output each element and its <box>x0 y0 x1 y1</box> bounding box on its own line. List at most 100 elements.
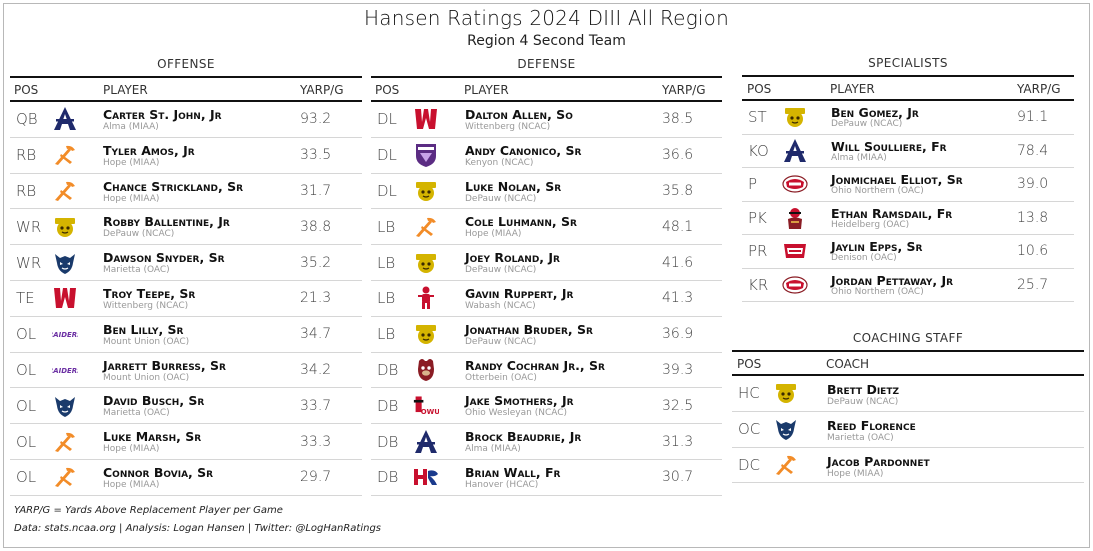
player-row: DB Randy Cochran Jr., Sr Otterbein (OAC) 39… <box>371 353 722 389</box>
depauw-logo <box>773 380 799 406</box>
player-row: OL Luke Marsh, Sr Hope (MIAA) 33.3 <box>10 424 362 460</box>
yarp-header: YARP/G <box>1017 82 1061 96</box>
position-cell: P <box>748 175 758 194</box>
yarp-value: 91.1 <box>1017 109 1049 126</box>
figure-frame <box>3 3 1090 548</box>
position-cell: OL <box>16 325 37 344</box>
yarp-value: 35.2 <box>300 254 332 271</box>
position-cell: OL <box>16 396 37 415</box>
position-cell: RB <box>16 146 37 165</box>
player-name: Andy Canonico, Sr <box>465 142 582 158</box>
defense-rows: DL Dalton Allen, So Wittenberg (NCAC) 38.5 D… <box>371 102 722 496</box>
pos-header: POS <box>14 83 39 97</box>
yarp-value: 21.3 <box>300 290 332 307</box>
wittenberg-logo <box>413 106 439 132</box>
defense-title: DEFENSE <box>517 57 576 71</box>
yarp-value: 36.6 <box>662 147 694 164</box>
specialists-table: SPECIALISTS POS PLAYER YARP/G ST Ben Gome… <box>742 55 1074 302</box>
position-cell: OC <box>738 420 761 439</box>
player-name: Robby Ballentine, Jr <box>103 214 230 230</box>
yarp-value: 93.2 <box>300 111 332 128</box>
yarp-value: 32.5 <box>662 397 694 414</box>
player-row: DL Luke Nolan, Sr DePauw (NCAC) 35.8 <box>371 174 722 210</box>
school-label: Marietta (OAC) <box>827 432 894 443</box>
school-label: Hope (MIAA) <box>465 229 522 240</box>
school-label: Mount Union (OAC) <box>103 372 190 383</box>
wabash-logo <box>413 285 439 311</box>
yarp-value: 30.7 <box>662 469 694 486</box>
alma-logo <box>52 106 78 132</box>
player-name: Tyler Amos, Jr <box>103 142 195 158</box>
player-row: DB OWU Jake Smothers, Jr Ohio Wesleyan (NCA… <box>371 388 722 425</box>
school-label: DePauw (NCAC) <box>465 336 537 347</box>
player-name: Joey Roland, Jr <box>465 250 560 266</box>
coach-row: HC Brett Dietz DePauw (NCAC) <box>732 376 1084 412</box>
yarp-value: 78.4 <box>1017 142 1049 159</box>
yarp-value: 34.2 <box>300 361 332 378</box>
position-cell: LB <box>377 253 396 272</box>
pos-header: POS <box>747 82 772 96</box>
coach-header: COACH <box>826 357 870 371</box>
player-row: LB Cole Luhmann, Sr Hope (MIAA) 48.1 <box>371 209 722 246</box>
page-title: Hansen Ratings 2024 DIII All Region <box>364 6 729 30</box>
player-row: DB Brock Beaudrie, Jr Alma (MIAA) 31.3 <box>371 424 722 460</box>
mount-union-logo: RAIDERS <box>52 357 78 383</box>
position-cell: KO <box>748 141 769 160</box>
player-row: KR Jordan Pettaway, Jr Ohio Northern (OAC)… <box>742 269 1074 302</box>
hope-logo <box>413 214 439 240</box>
school-label: Heidelberg (OAC) <box>831 219 910 230</box>
player-row: RB Chance Strickland, Sr Hope (MIAA) 31.7 <box>10 174 362 210</box>
coach-row: OC Reed Florence Marietta (OAC) <box>732 412 1084 448</box>
coaching-table: COACHING STAFF POS COACH HC Brett Dietz De… <box>732 330 1084 484</box>
player-name: Brian Wall, Fr <box>465 464 561 480</box>
school-label: Mount Union (OAC) <box>103 336 190 347</box>
heidelberg-logo <box>782 205 808 231</box>
coach-name: Reed Florence <box>827 417 916 433</box>
school-label: Hope (MIAA) <box>103 444 160 455</box>
defense-table: DEFENSE POS PLAYER YARP/G DL Dalton Allen… <box>371 56 722 496</box>
ohio-wesleyan-logo: OWU <box>413 393 439 419</box>
offense-rows: QB Carter St. John, Jr Alma (MIAA) 93.2 RB Ty… <box>10 102 362 496</box>
player-name: Gavin Ruppert, Jr <box>465 285 574 301</box>
player-row: LB Gavin Ruppert, Jr Wabash (NCAC) 41.3 <box>371 281 722 317</box>
player-row: LB Jonathan Bruder, Sr DePauw (NCAC) 36.9 <box>371 317 722 353</box>
player-row: TE Troy Teepe, Sr Wittenberg (NCAC) 21.3 <box>10 281 362 317</box>
offense-table: OFFENSE POS PLAYER YARP/G QB Carter St. J… <box>10 56 362 496</box>
coach-row: DC Jacob Pardonnet Hope (MIAA) <box>732 448 1084 484</box>
yarp-value: 34.7 <box>300 326 332 343</box>
alma-logo <box>782 138 808 164</box>
school-label: Hope (MIAA) <box>103 193 160 204</box>
defense-header: POS PLAYER YARP/G <box>371 76 722 102</box>
pos-header: POS <box>737 357 762 371</box>
player-row: DL Dalton Allen, So Wittenberg (NCAC) 38.5 <box>371 102 722 138</box>
depauw-logo <box>782 104 808 130</box>
school-label: DePauw (NCAC) <box>827 397 899 407</box>
marietta-logo <box>773 416 799 442</box>
depauw-logo <box>413 178 439 204</box>
yarp-value: 13.8 <box>1017 209 1049 226</box>
otterbein-logo <box>413 357 439 383</box>
position-cell: QB <box>16 110 38 129</box>
school-label: Ohio Northern (OAC) <box>831 286 924 297</box>
specialists-title: SPECIALISTS <box>868 56 948 70</box>
yarp-value: 41.3 <box>662 290 694 307</box>
school-label: Wabash (NCAC) <box>465 300 536 311</box>
yarp-value: 10.6 <box>1017 243 1049 260</box>
position-cell: DL <box>377 146 397 165</box>
school-label: Ohio Wesleyan (NCAC) <box>465 408 568 419</box>
player-name: Brock Beaudrie, Jr <box>465 429 582 445</box>
player-name: Dawson Snyder, Sr <box>103 250 225 266</box>
school-label: Hope (MIAA) <box>827 468 884 479</box>
player-row: KO Will Soulliere, Fr Alma (MIAA) 78.4 <box>742 135 1074 168</box>
player-header: PLAYER <box>830 82 875 96</box>
school-label: Marietta (OAC) <box>103 408 170 419</box>
player-row: OL David Busch, Sr Marietta (OAC) 33.7 <box>10 388 362 425</box>
depauw-logo <box>52 214 78 240</box>
player-row: RB Tyler Amos, Jr Hope (MIAA) 33.5 <box>10 138 362 174</box>
yarp-value: 38.5 <box>662 111 694 128</box>
player-row: PK Ethan Ramsdail, Fr Heidelberg (OAC) 13.8 <box>742 202 1074 235</box>
position-cell: DC <box>738 455 761 474</box>
player-name: Dalton Allen, So <box>465 107 573 122</box>
